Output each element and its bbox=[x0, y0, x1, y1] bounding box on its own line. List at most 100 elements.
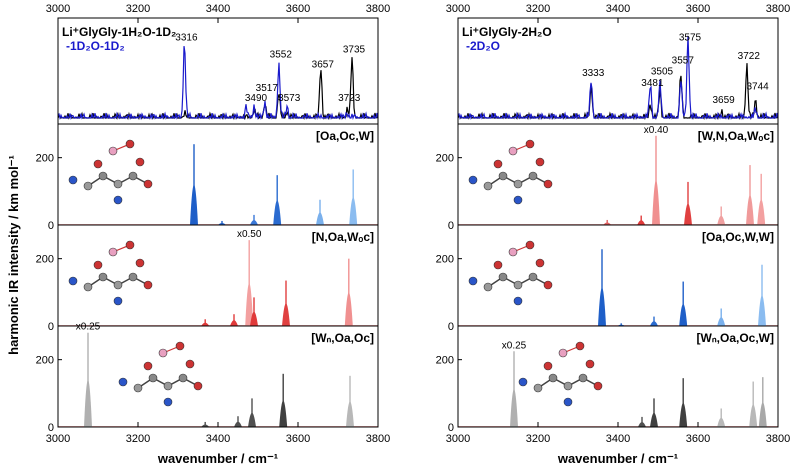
molecule-atom bbox=[175, 341, 185, 351]
molecule-atom bbox=[98, 171, 108, 181]
molecule-atom bbox=[508, 247, 518, 257]
panel-left-2: 0 200 [N,Oa,Wₒc] x0.50 bbox=[36, 224, 379, 333]
y-tick-label: 200 bbox=[36, 355, 54, 367]
scale-label: x0.25 bbox=[76, 322, 101, 333]
y-tick-label: 0 bbox=[448, 321, 454, 333]
molecule-atom bbox=[68, 276, 78, 286]
peak-label: 3657 bbox=[312, 60, 335, 71]
molecule-atom bbox=[128, 171, 138, 181]
scale-label: x0.25 bbox=[502, 340, 527, 351]
x-tick-label-top: 3800 bbox=[366, 3, 390, 15]
x-tick-label-bottom: 3600 bbox=[286, 433, 310, 445]
peak-label: 3659 bbox=[712, 95, 735, 106]
x-tick-label-bottom: 3400 bbox=[606, 433, 630, 445]
panel-subtitle: -2D₂O bbox=[466, 39, 500, 53]
peak-label: 3490 bbox=[245, 93, 268, 104]
molecule-atom bbox=[93, 260, 103, 270]
x-tick-label-top: 3600 bbox=[286, 3, 310, 15]
molecule-atom bbox=[143, 280, 153, 290]
isomer-label: [W,N,Oa,Wₒc] bbox=[698, 129, 774, 143]
molecule-atom bbox=[513, 195, 523, 205]
molecule-atom bbox=[113, 179, 123, 189]
molecule-atom bbox=[135, 258, 145, 268]
x-tick-label-top: 3000 bbox=[46, 3, 70, 15]
molecule-atom bbox=[185, 359, 195, 369]
x-tick-label-top: 3000 bbox=[446, 3, 470, 15]
molecule-atom bbox=[148, 373, 158, 383]
molecule-atom bbox=[558, 348, 568, 358]
peak-label: 3573 bbox=[278, 93, 301, 104]
molecule-atom bbox=[535, 258, 545, 268]
x-tick-label-bottom: 3400 bbox=[206, 433, 230, 445]
y-tick-label: 0 bbox=[48, 220, 54, 232]
y-axis-label: harmonic IR intensity / km mol⁻¹ bbox=[6, 155, 21, 355]
x-tick-label-top: 3200 bbox=[526, 3, 550, 15]
scale-label: x0.40 bbox=[644, 125, 669, 136]
y-tick-label: 0 bbox=[48, 422, 54, 434]
panel-title: Li⁺GlyGly-2H₂O bbox=[462, 25, 552, 39]
peak-label: 3575 bbox=[679, 33, 702, 44]
molecule-atom bbox=[525, 240, 535, 250]
panel-subtitle: -1D₂O-1D₂ bbox=[66, 39, 125, 53]
molecule-atom bbox=[535, 157, 545, 167]
x-axis-label-right: wavenumber / cm⁻¹ bbox=[557, 451, 678, 466]
peak-label: 3316 bbox=[175, 33, 198, 44]
x-tick-label-bottom: 3200 bbox=[526, 433, 550, 445]
molecule-atom bbox=[513, 280, 523, 290]
x-tick-label-top: 3800 bbox=[766, 3, 790, 15]
molecule-atom bbox=[543, 361, 553, 371]
x-tick-label-bottom: 3600 bbox=[686, 433, 710, 445]
isomer-label: [N,Oa,Wₒc] bbox=[312, 230, 374, 244]
y-tick-label: 0 bbox=[448, 220, 454, 232]
peak-label: 3552 bbox=[270, 50, 293, 61]
y-tick-label: 0 bbox=[448, 422, 454, 434]
molecule-atom bbox=[158, 348, 168, 358]
peak-label: 3735 bbox=[343, 45, 366, 56]
molecule-atom bbox=[113, 280, 123, 290]
peak-label: 3723 bbox=[338, 93, 361, 104]
molecule-atom bbox=[563, 381, 573, 391]
molecule-atom bbox=[528, 171, 538, 181]
molecule-atom bbox=[578, 373, 588, 383]
peak-label: 3517 bbox=[256, 83, 279, 94]
x-tick-label-top: 3400 bbox=[206, 3, 230, 15]
molecule-atom bbox=[193, 381, 203, 391]
x-tick-label-top: 3200 bbox=[126, 3, 150, 15]
peak-label: 3722 bbox=[738, 51, 761, 62]
molecule-atom bbox=[113, 195, 123, 205]
molecule-atom bbox=[513, 179, 523, 189]
molecule-atom bbox=[543, 280, 553, 290]
molecule-atom bbox=[108, 146, 118, 156]
molecule-atom bbox=[125, 139, 135, 149]
molecule-atom bbox=[178, 373, 188, 383]
molecule-atom bbox=[498, 171, 508, 181]
scale-label: x0.50 bbox=[237, 229, 262, 240]
molecule-atom bbox=[135, 157, 145, 167]
peak-label: 3481 bbox=[641, 78, 664, 89]
peak-label: 3505 bbox=[651, 66, 674, 77]
x-tick-label-bottom: 3000 bbox=[446, 433, 470, 445]
molecule-atom bbox=[518, 377, 528, 387]
molecule-atom bbox=[585, 359, 595, 369]
y-tick-label: 200 bbox=[436, 153, 454, 165]
panel-right-2: 0 200 [Oa,Oc,W,W] bbox=[436, 224, 779, 333]
molecule-atom bbox=[133, 383, 143, 393]
isomer-label: [Oa,Oc,W] bbox=[316, 129, 374, 143]
x-tick-label-bottom: 3200 bbox=[126, 433, 150, 445]
molecule-atom bbox=[113, 296, 123, 306]
panel-title: Li⁺GlyGly-1H₂O-1D₂ bbox=[62, 25, 176, 39]
molecule-atom bbox=[93, 159, 103, 169]
y-tick-label: 0 bbox=[48, 321, 54, 333]
y-tick-label: 200 bbox=[36, 153, 54, 165]
x-tick-label-bottom: 3000 bbox=[46, 433, 70, 445]
y-tick-label: 200 bbox=[36, 254, 54, 266]
isomer-label: [Wₙ,Oa,Oc] bbox=[311, 331, 374, 345]
molecule-atom bbox=[468, 276, 478, 286]
panel-left-3: 0 200 [Wₙ,Oa,Oc] x0.25 bbox=[36, 322, 379, 434]
x-tick-label-bottom: 3800 bbox=[766, 433, 790, 445]
panel-left-1: 0 200 [Oa,Oc,W] bbox=[36, 123, 379, 232]
molecule-atom bbox=[143, 361, 153, 371]
molecule-atom bbox=[498, 272, 508, 282]
